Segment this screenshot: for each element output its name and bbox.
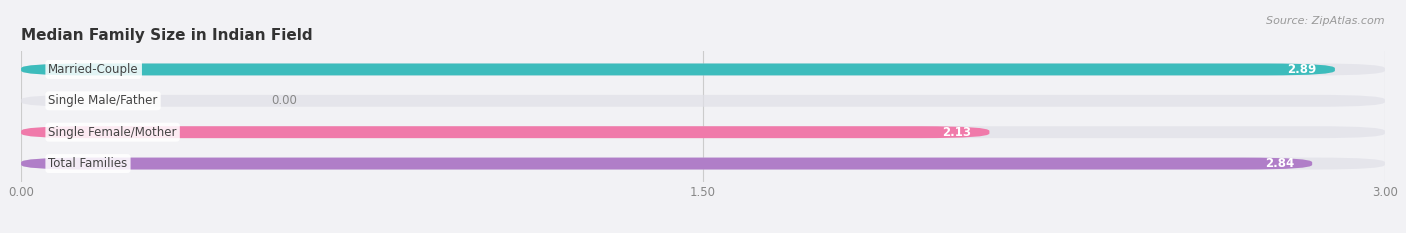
Text: Single Female/Mother: Single Female/Mother: [48, 126, 177, 139]
FancyBboxPatch shape: [21, 126, 990, 138]
FancyBboxPatch shape: [21, 64, 1385, 75]
FancyBboxPatch shape: [21, 126, 1385, 138]
Text: 2.13: 2.13: [942, 126, 972, 139]
FancyBboxPatch shape: [21, 64, 1334, 75]
Text: 2.89: 2.89: [1288, 63, 1317, 76]
Text: Median Family Size in Indian Field: Median Family Size in Indian Field: [21, 28, 312, 43]
FancyBboxPatch shape: [21, 95, 1385, 107]
FancyBboxPatch shape: [21, 158, 1385, 170]
Text: Source: ZipAtlas.com: Source: ZipAtlas.com: [1267, 16, 1385, 26]
Text: Married-Couple: Married-Couple: [48, 63, 139, 76]
Text: 0.00: 0.00: [271, 94, 297, 107]
FancyBboxPatch shape: [21, 158, 1312, 170]
Text: Total Families: Total Families: [48, 157, 128, 170]
Text: Single Male/Father: Single Male/Father: [48, 94, 157, 107]
Text: 2.84: 2.84: [1265, 157, 1294, 170]
